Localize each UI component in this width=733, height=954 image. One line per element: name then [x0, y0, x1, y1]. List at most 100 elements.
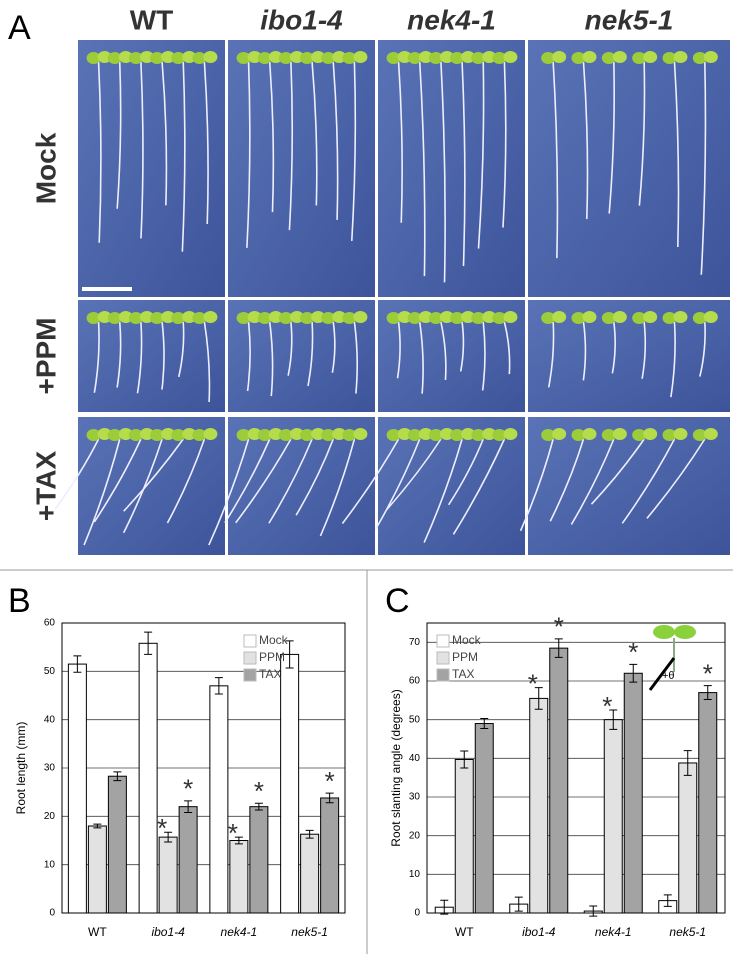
cotyledon	[289, 51, 304, 63]
root	[181, 61, 186, 252]
cotyledon	[289, 428, 304, 440]
error-bar	[534, 687, 543, 710]
cotyledon	[386, 429, 401, 441]
y-tick-label: 70	[409, 637, 421, 648]
cotyledon	[171, 429, 186, 441]
cotyledon	[541, 429, 556, 441]
significance-mark: *	[157, 813, 167, 843]
legend-label: PPM	[259, 650, 285, 664]
error-bar	[554, 638, 563, 658]
root	[287, 321, 293, 376]
x-tick-label: WT	[88, 925, 107, 939]
root	[670, 321, 676, 398]
bar	[158, 836, 178, 914]
cotyledon	[150, 429, 165, 441]
cotyledon	[171, 52, 186, 64]
bar	[474, 723, 494, 914]
error-bar	[184, 800, 193, 813]
cotyledon	[300, 52, 315, 64]
cotyledon	[439, 51, 454, 63]
charts: 0 10 20 30 40 50 60 Root length (mm) WT ibo1-4 * * n…	[14, 612, 726, 939]
y-tick-label: 0	[49, 908, 55, 919]
cotyledon	[632, 429, 647, 441]
y-tick-label: 20	[44, 811, 56, 822]
cotyledon	[552, 428, 567, 440]
root	[590, 438, 645, 505]
root	[246, 321, 251, 392]
cotyledon	[632, 312, 647, 324]
column-label: ibo1-4	[260, 4, 343, 35]
cotyledon	[582, 51, 597, 63]
root	[224, 438, 271, 524]
error-bar	[164, 831, 173, 843]
bar	[87, 825, 107, 914]
cotyledon	[703, 51, 718, 63]
bar	[249, 806, 269, 914]
bar	[67, 663, 87, 914]
legend-label: Mock	[452, 633, 482, 647]
cotyledon	[268, 51, 283, 63]
error-bar	[285, 640, 294, 669]
cotyledon	[673, 311, 688, 323]
root	[621, 438, 676, 524]
cotyledon	[107, 429, 122, 441]
root	[166, 438, 206, 524]
cotyledon	[601, 52, 616, 64]
cotyledon	[203, 311, 218, 323]
cotyledon	[268, 428, 283, 440]
bar	[549, 647, 569, 914]
cotyledon	[278, 312, 293, 324]
cotyledon	[703, 311, 718, 323]
cotyledon	[192, 312, 207, 324]
photo	[528, 40, 730, 297]
root	[268, 438, 313, 524]
root	[307, 321, 314, 387]
root	[638, 61, 646, 206]
cotyledon	[643, 311, 658, 323]
cotyledon	[236, 52, 251, 64]
cotyledon	[571, 312, 586, 324]
photo	[78, 40, 225, 297]
root	[116, 321, 122, 388]
root	[547, 321, 555, 388]
cotyledon	[601, 429, 616, 441]
root	[177, 321, 185, 378]
cotyledon	[139, 311, 154, 323]
cotyledon	[428, 312, 443, 324]
error-bar	[460, 750, 469, 769]
x-tick-label: nek5-1	[291, 925, 328, 939]
cotyledon	[673, 51, 688, 63]
significance-mark: *	[325, 766, 335, 796]
cotyledon	[150, 52, 165, 64]
cotyledon	[278, 52, 293, 64]
root	[123, 438, 184, 512]
x-tick-label: nek5-1	[669, 925, 706, 939]
root	[341, 438, 400, 524]
root	[477, 61, 485, 249]
cotyledon	[461, 428, 476, 440]
root	[246, 61, 251, 248]
x-tick-label: ibo1-4	[522, 925, 556, 939]
cotyledon	[247, 311, 262, 323]
error-bar	[683, 750, 692, 776]
root	[116, 61, 122, 209]
root	[552, 61, 559, 259]
root	[350, 61, 357, 241]
root	[570, 438, 615, 525]
legend-swatch	[243, 651, 257, 665]
cotyledon	[353, 311, 368, 323]
cotyledon	[482, 428, 497, 440]
error-bar	[254, 802, 263, 811]
cotyledon	[150, 312, 165, 324]
cotyledon	[418, 311, 433, 323]
cotyledon	[332, 428, 347, 440]
inset-angle	[648, 657, 676, 691]
root	[396, 321, 401, 379]
y-tick-label: 10	[44, 859, 56, 870]
cotyledon	[128, 429, 143, 441]
root	[93, 438, 142, 523]
cotyledon	[386, 52, 401, 64]
root	[673, 61, 680, 247]
cotyledon	[552, 311, 567, 323]
root	[268, 321, 274, 397]
